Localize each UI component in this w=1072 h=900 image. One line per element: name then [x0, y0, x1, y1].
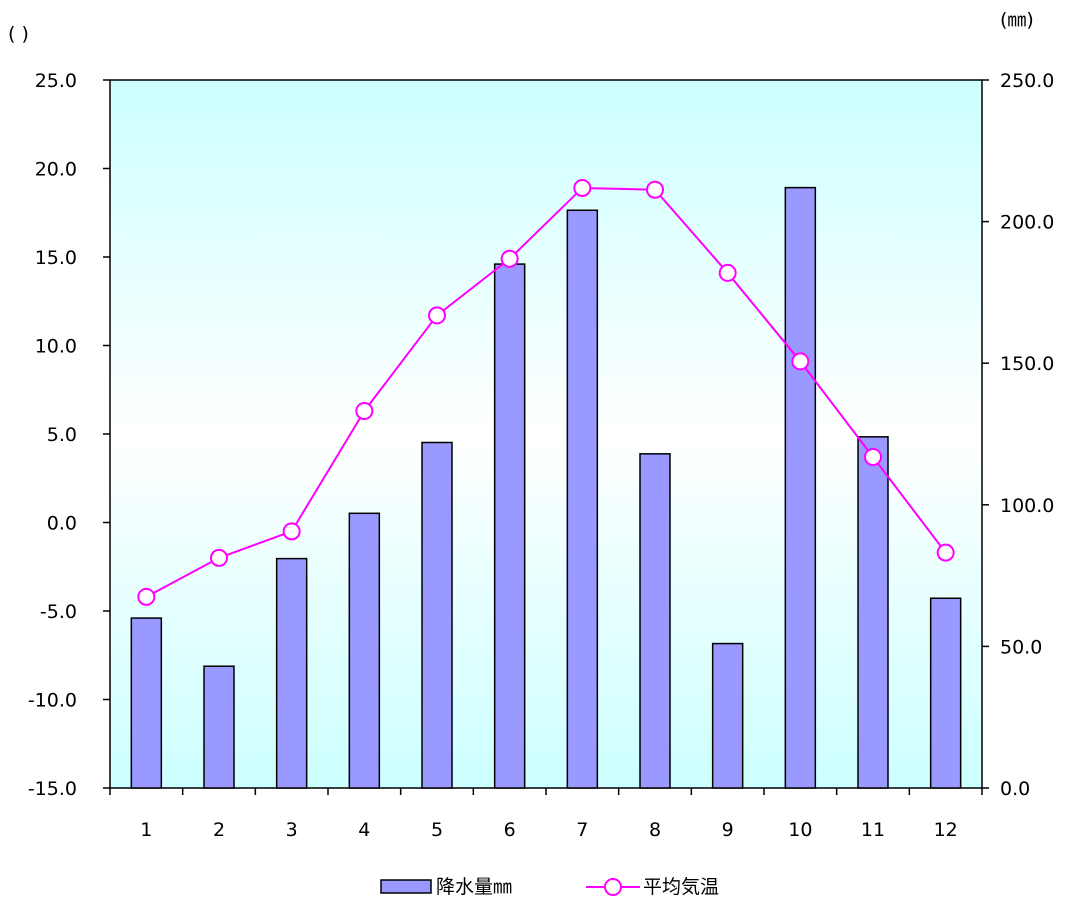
left-tick-label: 20.0: [35, 159, 77, 181]
bar-1: [130, 617, 163, 789]
bar-5: [421, 441, 453, 789]
left-tick-label: -5.0: [40, 601, 77, 623]
right-tick-label: 100.0: [1000, 495, 1054, 517]
temperature-point-8: [646, 180, 664, 199]
legend-swatch-precipitation: [380, 879, 432, 894]
left-tick-label: -15.0: [28, 778, 77, 800]
right-tick-label: 50.0: [1000, 636, 1042, 658]
bar-7: [566, 209, 599, 789]
temperature-point-5: [428, 306, 446, 325]
left-tick-label: 0.0: [47, 513, 77, 535]
x-tick-label: 11: [861, 819, 885, 841]
x-tick-label: 6: [504, 819, 516, 841]
x-tick-label: 3: [286, 819, 298, 841]
axes: 25.020.015.010.05.00.0-5.0-10.0-15.0250.…: [28, 70, 1055, 841]
bar-12: [929, 597, 962, 789]
x-tick-label: 7: [576, 819, 588, 841]
x-tick-label: 8: [649, 819, 661, 841]
temperature-point-1: [137, 587, 156, 606]
x-tick-label: 4: [358, 819, 370, 841]
temperature-point-4: [355, 401, 374, 420]
temperature-point-3: [282, 522, 301, 541]
temperature-point-10: [791, 352, 810, 371]
temperature-point-11: [864, 448, 882, 467]
plot-area: [109, 79, 983, 789]
temperature-point-12: [936, 543, 955, 562]
right-tick-label: 0.0: [1000, 778, 1030, 800]
temperature-line: [137, 178, 955, 606]
left-tick-label: 25.0: [35, 70, 77, 92]
bar-10: [784, 186, 817, 789]
temperature-point-9: [718, 263, 737, 282]
temperature-point-6: [500, 249, 519, 268]
left-tick-label: 15.0: [35, 247, 77, 269]
bar-6: [493, 263, 526, 789]
x-tick-label: 5: [431, 819, 443, 841]
temperature-point-2: [210, 548, 228, 567]
x-tick-label: 1: [140, 819, 152, 841]
bar-9: [711, 642, 744, 789]
right-axis-unit: (㎜): [1000, 9, 1034, 31]
left-axis-unit: ( ): [8, 23, 29, 45]
x-tick-label: 2: [213, 819, 225, 841]
bar-3: [275, 557, 308, 789]
bar-2: [203, 665, 235, 789]
right-tick-label: 150.0: [1000, 353, 1054, 375]
bar-8: [639, 453, 671, 789]
left-tick-label: 5.0: [47, 424, 77, 446]
left-tick-label: -10.0: [28, 690, 77, 712]
legend: 降水量㎜ 平均気温: [380, 876, 719, 898]
bar-4: [348, 512, 381, 789]
right-tick-label: 250.0: [1000, 70, 1054, 92]
temperature-polyline: [145, 186, 947, 598]
temperature-point-7: [573, 178, 592, 197]
bar-11: [857, 436, 889, 789]
left-tick-label: 10.0: [35, 336, 77, 358]
x-tick-label: 10: [788, 819, 812, 841]
right-tick-label: 200.0: [1000, 212, 1054, 234]
legend-marker-temperature: [604, 878, 622, 896]
x-tick-label: 9: [722, 819, 734, 841]
x-tick-label: 12: [934, 819, 958, 841]
legend-label-precipitation: 降水量㎜: [436, 876, 512, 898]
legend-label-temperature: 平均気温: [643, 876, 719, 898]
precipitation-bars: [130, 186, 962, 789]
